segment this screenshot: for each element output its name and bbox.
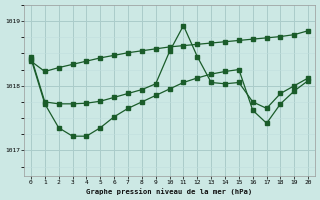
X-axis label: Graphe pression niveau de la mer (hPa): Graphe pression niveau de la mer (hPa): [86, 188, 253, 195]
